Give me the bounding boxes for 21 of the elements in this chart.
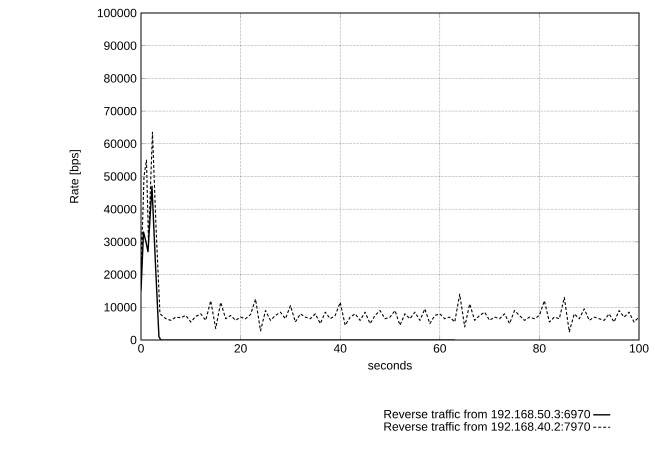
x-tick-label: 60 xyxy=(434,344,446,353)
x-tick-label: 20 xyxy=(234,344,247,353)
y-axis-title: Rate [bps] xyxy=(70,150,81,203)
legend-label: Reverse traffic from 192.168.40.2:7970 xyxy=(384,422,590,431)
legend-label: Reverse traffic from 192.168.50.3:6970 xyxy=(384,410,590,418)
y-tick-label: 30000 xyxy=(104,238,136,246)
y-tick-label: 90000 xyxy=(104,41,136,50)
x-axis-title: seconds xyxy=(368,360,412,370)
x-tick-label: 40 xyxy=(334,344,346,353)
y-tick-label: 100000 xyxy=(98,8,136,18)
x-tick-label: 0 xyxy=(138,344,144,353)
y-tick-label: 60000 xyxy=(104,140,136,148)
y-tick-label: 80000 xyxy=(104,74,136,83)
y-tick-label: 40000 xyxy=(104,204,136,214)
x-tick-label: 80 xyxy=(533,344,546,353)
y-tick-label: 0 xyxy=(130,336,136,344)
x-tick-label: 100 xyxy=(630,344,649,353)
y-tick-label: 20000 xyxy=(104,270,136,279)
y-tick-label: 10000 xyxy=(104,303,136,312)
y-tick-label: 70000 xyxy=(104,106,136,116)
y-tick-label: 50000 xyxy=(104,172,136,181)
